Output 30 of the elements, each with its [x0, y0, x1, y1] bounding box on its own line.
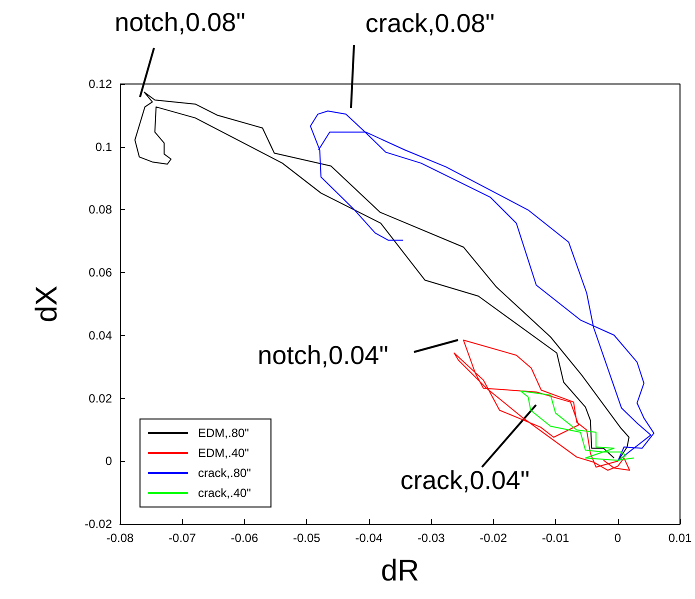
- legend-label: crack,.40": [198, 486, 251, 500]
- y-tick-label: 0.08: [88, 202, 112, 217]
- y-tick-label: 0.02: [88, 391, 112, 406]
- x-tick-label: -0.07: [168, 531, 196, 545]
- line-series: [454, 340, 630, 471]
- y-tick-label: 0.1: [95, 140, 112, 154]
- x-tick-label: -0.08: [106, 531, 134, 545]
- x-tick-label: 0: [614, 531, 622, 545]
- x-tick-label: -0.06: [230, 531, 258, 545]
- legend-label: crack,.80": [198, 466, 251, 480]
- annotation: crack,0.04": [400, 465, 530, 495]
- legend-label: EDM,.80": [198, 426, 249, 440]
- x-tick-label: 0.01: [668, 531, 692, 545]
- annotation: notch,0.04": [258, 340, 388, 370]
- line-series: [520, 390, 634, 462]
- x-tick-label: -0.02: [480, 531, 508, 545]
- x-tick-label: -0.01: [542, 531, 570, 545]
- x-axis-title: dR: [380, 554, 420, 588]
- legend-label: EDM,.40": [198, 446, 249, 460]
- y-tick-label: -0.02: [84, 517, 112, 531]
- y-tick-label: 0.12: [88, 77, 112, 91]
- x-tick-label: -0.05: [292, 531, 321, 545]
- y-tick-label: 0: [105, 454, 112, 468]
- text: crack,0.08": [365, 8, 495, 38]
- y-axis-title: dX: [30, 286, 64, 322]
- y-tick-label: 0.06: [88, 266, 112, 280]
- x-tick-label: -0.04: [355, 531, 383, 545]
- y-tick-label: 0.04: [88, 328, 112, 342]
- text: notch,0.08": [114, 7, 246, 37]
- x-tick-label: -0.03: [417, 531, 446, 545]
